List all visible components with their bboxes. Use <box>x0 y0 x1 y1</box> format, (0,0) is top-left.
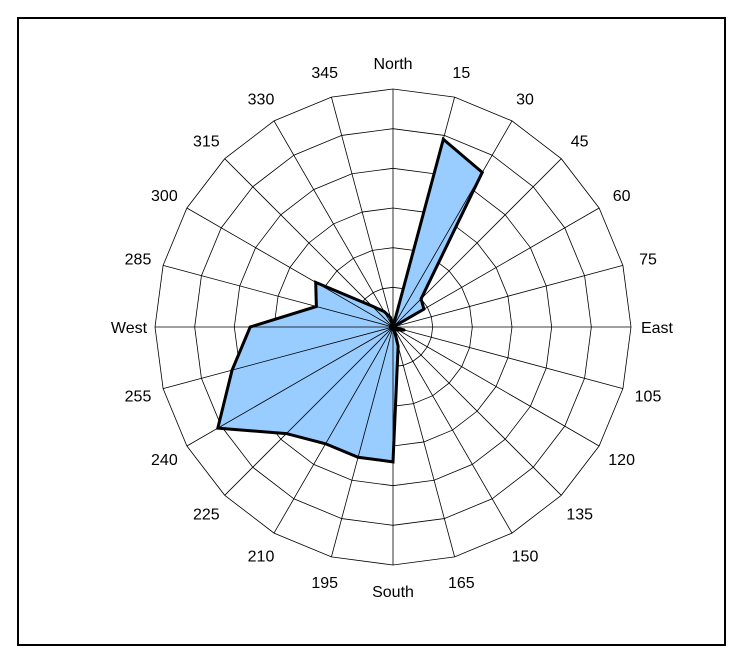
data-series <box>215 136 485 464</box>
direction-label-20: 300 <box>151 188 178 205</box>
direction-label-15: 225 <box>193 507 220 524</box>
series-spoke-1 <box>392 139 444 328</box>
data-point-20 <box>314 281 317 284</box>
series-spoke-21 <box>371 305 394 328</box>
data-point-15 <box>285 432 288 435</box>
series-spoke-15 <box>286 326 394 434</box>
data-point-23 <box>389 316 392 319</box>
direction-label-7: 105 <box>635 388 662 405</box>
data-point-13 <box>356 456 360 459</box>
grid-spoke-22 <box>273 120 394 328</box>
data-point-2 <box>481 171 484 174</box>
direction-label-4: 60 <box>613 188 631 205</box>
series-spoke-4 <box>392 308 425 328</box>
grid-spoke-8 <box>392 326 600 447</box>
direction-labels: North 15 30 45 60 75 East 105 120 135 150 165 South 1… <box>111 56 674 601</box>
grid-spoke-23 <box>331 97 394 328</box>
direction-label-5: 75 <box>639 252 657 269</box>
direction-label-18: West <box>111 320 148 337</box>
direction-label-3: 45 <box>571 133 589 150</box>
data-point-3 <box>419 297 423 301</box>
grid-spoke-7 <box>392 326 623 389</box>
direction-label-13: 195 <box>311 575 338 592</box>
direction-label-12: South <box>372 584 414 601</box>
data-point-17 <box>230 368 234 372</box>
direction-label-1: 15 <box>452 65 470 82</box>
data-point-22 <box>382 310 386 313</box>
data-point-4 <box>422 307 426 311</box>
data-point-19 <box>315 305 318 308</box>
data-point-21 <box>370 304 374 308</box>
direction-label-2: 30 <box>516 91 534 108</box>
grid-spoke-10 <box>392 326 513 534</box>
direction-label-0: North <box>373 56 412 73</box>
series-spoke-2 <box>392 172 483 328</box>
grid-spoke-5 <box>392 265 623 328</box>
direction-label-6: East <box>641 320 674 337</box>
direction-label-21: 315 <box>193 133 220 150</box>
direction-label-19: 285 <box>125 252 152 269</box>
data-point-11 <box>396 344 400 348</box>
series-spoke-19 <box>316 306 394 328</box>
center-point <box>389 323 397 331</box>
direction-label-23: 345 <box>311 65 338 82</box>
direction-label-22: 330 <box>248 91 275 108</box>
data-point-16 <box>216 426 219 430</box>
data-point-18 <box>249 325 252 329</box>
data-point-1 <box>442 138 445 141</box>
direction-label-17: 255 <box>125 388 152 405</box>
series-spoke-14 <box>325 326 394 444</box>
grid-spoke-21 <box>224 158 394 328</box>
direction-label-11: 165 <box>448 575 475 592</box>
series-spoke-20 <box>315 282 394 328</box>
grid-spoke-11 <box>392 326 455 557</box>
grid-spoke-4 <box>392 207 600 328</box>
direction-label-14: 210 <box>248 549 275 566</box>
direction-label-8: 120 <box>608 452 635 469</box>
series-spoke-13 <box>357 326 394 458</box>
data-point-7 <box>403 328 406 332</box>
direction-label-16: 240 <box>151 452 178 469</box>
series-spoke-3 <box>392 298 422 328</box>
data-point-8 <box>396 328 400 332</box>
series-spoke-17 <box>231 326 394 371</box>
direction-label-10: 150 <box>512 549 539 566</box>
grid-spoke-9 <box>392 326 562 496</box>
series-spoke-16 <box>217 326 394 429</box>
series-area <box>215 136 485 464</box>
data-point-12 <box>391 460 395 464</box>
direction-label-9: 135 <box>566 507 593 524</box>
data-point-14 <box>324 442 327 445</box>
